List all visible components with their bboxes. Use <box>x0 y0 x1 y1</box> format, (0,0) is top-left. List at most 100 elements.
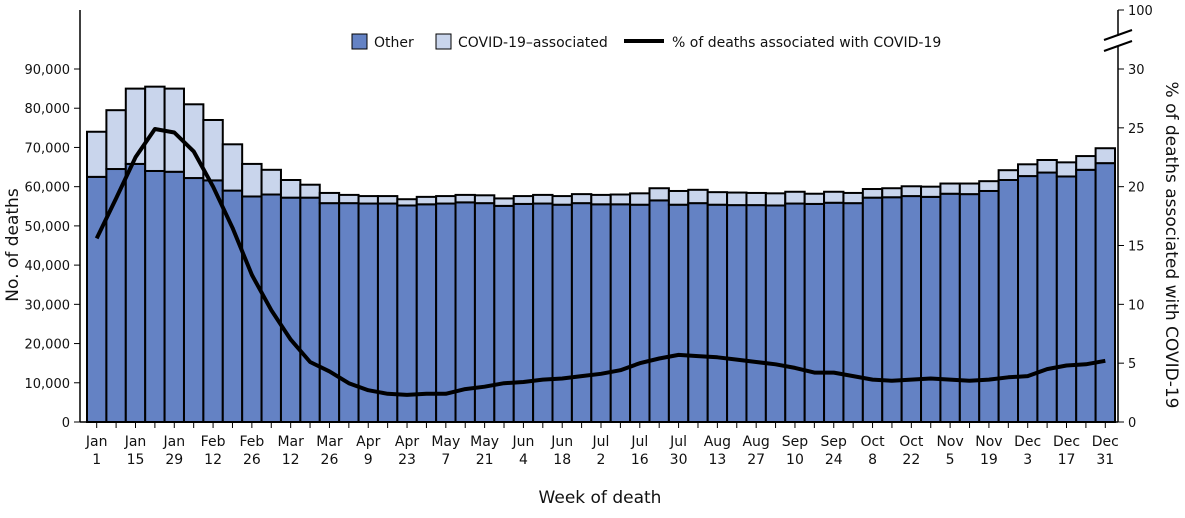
bar-covid <box>473 194 496 205</box>
x-tick-label-month: Oct <box>860 434 885 450</box>
bar-covid <box>512 195 535 205</box>
x-tick-label-month: Jul <box>630 434 648 450</box>
bar-covid <box>726 191 748 207</box>
bar-covid <box>221 143 244 192</box>
x-tick-label-month: Sep <box>821 434 848 450</box>
bar-covid <box>920 185 942 198</box>
x-tick-label-day: 9 <box>364 452 373 468</box>
bar-other <box>842 202 864 423</box>
x-tick-label-month: Feb <box>201 434 226 450</box>
x-tick-label-month: Nov <box>936 434 963 450</box>
bar-other <box>687 202 709 423</box>
x-tick-label-day: 18 <box>553 452 571 468</box>
bars-group <box>86 85 1116 423</box>
x-axis-label: Week of death <box>539 488 662 508</box>
bar-covid <box>376 195 399 205</box>
x-tick-label-month: Sep <box>782 434 809 450</box>
bar-other <box>396 204 418 423</box>
bar-other <box>997 178 1020 423</box>
bar-other <box>1094 162 1116 423</box>
bar-covid <box>396 198 418 207</box>
bar-other <box>144 169 166 423</box>
bar-covid <box>997 169 1020 181</box>
bar-other <box>318 202 341 423</box>
axis-break-mark <box>1103 40 1133 52</box>
x-tick-label-month: Jul <box>592 434 610 450</box>
x-tick-label-day: 1 <box>92 452 101 468</box>
bar-other <box>241 195 263 423</box>
bar-covid <box>939 182 961 195</box>
bar-covid <box>1055 161 1078 178</box>
y-tick-label: 80,000 <box>25 102 71 117</box>
legend-label-other: Other <box>374 35 414 51</box>
x-tick-label-month: Jun <box>511 434 534 450</box>
y2-tick-label: 0 <box>1128 416 1136 431</box>
bar-other <box>532 202 554 423</box>
y-tick-label: 10,000 <box>25 377 71 392</box>
bar-other <box>861 196 884 423</box>
y-tick-label: 0 <box>62 416 70 431</box>
y-tick-label: 20,000 <box>25 338 71 353</box>
x-tick-label-day: 16 <box>631 452 649 468</box>
x-tick-label-day: 3 <box>1023 452 1032 468</box>
x-tick-label-month: Dec <box>1053 434 1080 450</box>
legend-label-covid: COVID-19–associated <box>458 35 608 51</box>
x-tick-label-month: Aug <box>704 434 731 450</box>
bar-other <box>551 203 573 423</box>
bar-covid <box>978 180 1000 192</box>
bar-covid <box>745 191 767 207</box>
bar-covid <box>415 195 438 206</box>
bar-other <box>590 203 612 423</box>
bar-covid <box>86 130 108 178</box>
bar-covid <box>357 195 379 205</box>
bar-covid <box>1075 155 1097 171</box>
y2-tick-label: 5 <box>1128 357 1136 372</box>
bar-covid <box>764 192 787 207</box>
bar-other <box>726 204 748 423</box>
bar-covid <box>706 191 729 206</box>
bar-covid <box>784 190 806 205</box>
y2-axis-label: % of deaths associated with COVID-19 <box>1161 82 1181 409</box>
bar-covid <box>609 193 632 206</box>
bar-covid <box>260 168 282 196</box>
x-tick-label-month: Dec <box>1014 434 1041 450</box>
bar-other <box>803 202 826 423</box>
bar-other <box>1055 175 1078 423</box>
x-tick-label-month: May <box>470 434 499 450</box>
bar-other <box>86 175 108 423</box>
bar-other <box>958 193 981 423</box>
x-tick-label-month: May <box>431 434 460 450</box>
x-tick-label-month: Jul <box>669 434 687 450</box>
x-tick-label-day: 26 <box>321 452 339 468</box>
x-tick-label-month: Oct <box>899 434 924 450</box>
x-tick-label-day: 24 <box>825 452 843 468</box>
bar-other <box>570 202 593 423</box>
x-tick-label-day: 2 <box>597 452 606 468</box>
bar-covid <box>590 193 612 206</box>
bar-covid <box>435 195 457 205</box>
bar-covid <box>823 190 845 204</box>
y2-tick-label: 30 <box>1128 63 1145 78</box>
x-tick-label-day: 8 <box>868 452 877 468</box>
bar-other <box>202 179 224 423</box>
bar-other <box>939 192 961 423</box>
bar-other <box>784 202 806 423</box>
bar-covid <box>105 109 127 171</box>
bar-other <box>823 201 845 423</box>
bar-other <box>105 168 127 423</box>
bar-covid <box>570 193 593 205</box>
x-tick-label-day: 21 <box>476 452 494 468</box>
x-tick-label-month: Jan <box>124 434 147 450</box>
y-tick-label: 40,000 <box>25 259 71 274</box>
bar-other <box>629 203 651 423</box>
bar-other <box>512 202 535 423</box>
bar-other <box>493 204 515 423</box>
x-tick-label-month: Mar <box>316 434 343 450</box>
bar-covid <box>338 193 360 205</box>
bar-covid <box>1094 147 1116 165</box>
bar-other <box>338 202 360 423</box>
x-tick-label-day: 27 <box>747 452 765 468</box>
bar-covid <box>532 193 554 205</box>
bar-other <box>435 202 457 423</box>
